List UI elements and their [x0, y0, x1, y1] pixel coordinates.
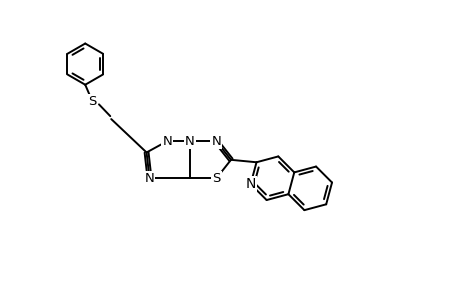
Text: S: S	[88, 95, 96, 108]
Text: N: N	[211, 135, 221, 148]
Text: N: N	[185, 135, 194, 148]
Text: N: N	[162, 135, 172, 148]
Text: N: N	[245, 177, 255, 191]
Text: S: S	[212, 172, 220, 185]
Text: N: N	[144, 172, 154, 185]
